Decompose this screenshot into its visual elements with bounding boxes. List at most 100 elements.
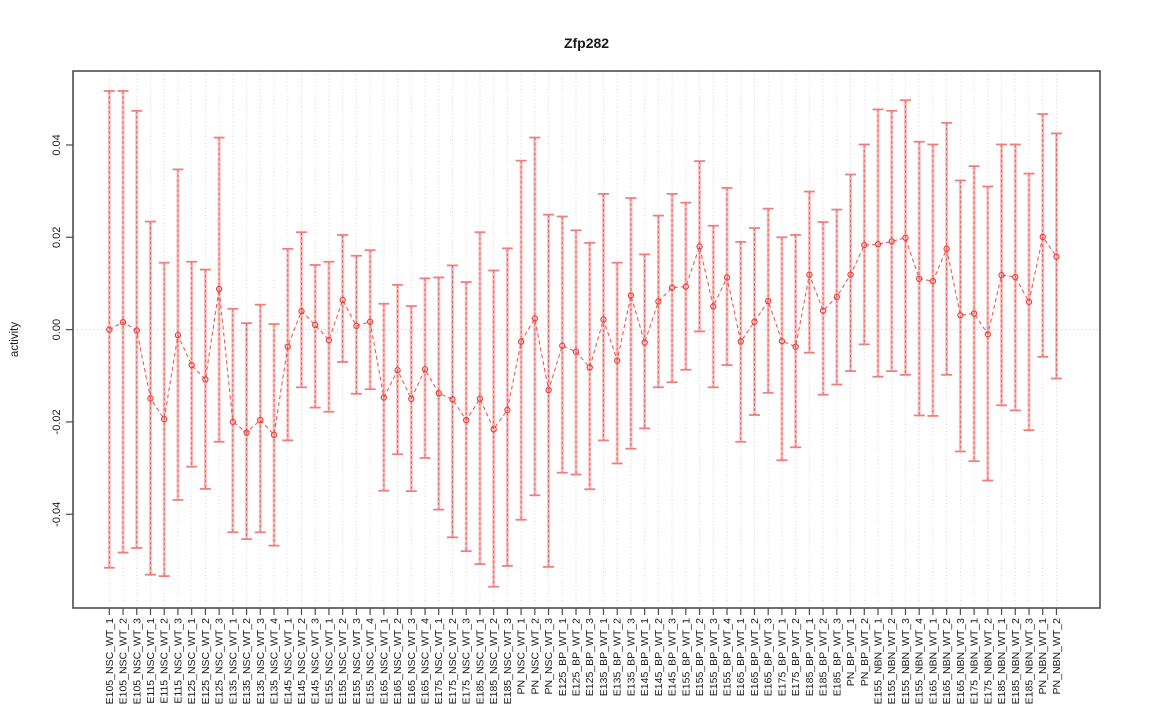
x-tick-label: E185_BP_WT_3 xyxy=(831,618,843,696)
x-tick-label: E105_NSC_WT_3 xyxy=(131,618,143,705)
x-tick-label: E155_BP_WT_2 xyxy=(694,618,706,696)
data-point xyxy=(874,241,882,248)
data-point xyxy=(531,315,539,322)
x-tick-label: PN_NBN_WT_2 xyxy=(1051,618,1063,695)
x-tick-label: E155_NBN_WT_4 xyxy=(914,618,926,705)
data-point xyxy=(284,343,291,350)
data-point xyxy=(572,348,580,355)
data-point xyxy=(682,283,690,290)
data-point xyxy=(833,293,841,301)
x-tick-label: PN_BP_WT_2 xyxy=(859,618,871,686)
data-point xyxy=(161,415,168,423)
data-point xyxy=(463,416,470,424)
gridlines xyxy=(108,71,1057,608)
data-point xyxy=(764,297,772,305)
x-tick-label: E165_NBN_WT_2 xyxy=(941,618,953,705)
data-point xyxy=(298,307,305,315)
x-tick-label: E165_NSC_WT_4 xyxy=(420,618,432,705)
plot-frame xyxy=(72,70,1101,609)
x-tick-label: E105_NSC_WT_1 xyxy=(104,618,116,705)
data-point xyxy=(545,386,552,394)
chart-title: Zfp282 xyxy=(564,35,609,51)
data-point xyxy=(998,271,1005,279)
x-tick-label: E145_BP_WT_3 xyxy=(667,618,679,696)
x-tick-label: E175_NSC_WT_1 xyxy=(433,618,445,705)
x-tick-label: E165_NSC_WT_1 xyxy=(378,618,390,705)
data-point xyxy=(257,416,264,424)
x-tick-label: E165_NSC_WT_2 xyxy=(392,618,404,705)
data-point xyxy=(586,364,593,371)
data-point xyxy=(1053,253,1060,260)
data-point xyxy=(641,339,648,346)
data-point xyxy=(504,406,511,414)
data-point xyxy=(902,234,909,241)
x-tick-label: E185_NSC_WT_3 xyxy=(502,618,514,705)
data-point xyxy=(353,322,360,330)
x-tick-label: E155_BP_WT_3 xyxy=(708,618,720,696)
data-point xyxy=(1039,233,1046,241)
data-point xyxy=(312,321,319,329)
y-tick-label: 0.02 xyxy=(51,227,63,248)
x-tick-label: E165_BP_WT_2 xyxy=(749,618,761,696)
x-tick-label: E155_NSC_WT_1 xyxy=(323,618,335,705)
data-point xyxy=(888,238,895,245)
data-point xyxy=(147,395,154,402)
x-tick-label: E155_NSC_WT_2 xyxy=(337,618,349,705)
data-point xyxy=(792,343,799,350)
x-tick-label: PN_NSC_WT_1 xyxy=(516,618,528,695)
data-point xyxy=(970,310,978,317)
x-tick-label: E175_BP_WT_2 xyxy=(790,618,802,696)
x-tick-label: E135_NSC_WT_1 xyxy=(227,618,239,705)
x-tick-label: PN_BP_WT_1 xyxy=(845,618,857,686)
x-tick-label: E165_NBN_WT_1 xyxy=(927,618,939,705)
data-point xyxy=(408,395,415,403)
x-tick-label: PN_NSC_WT_2 xyxy=(529,618,541,695)
data-point xyxy=(696,243,703,250)
data-point xyxy=(559,342,566,349)
data-point xyxy=(188,361,195,369)
data-point xyxy=(215,285,223,293)
x-tick-label: E135_NSC_WT_4 xyxy=(269,618,281,705)
series-line xyxy=(109,235,1057,437)
y-tick-label: -0.02 xyxy=(51,409,63,434)
data-point xyxy=(517,338,525,345)
data-point xyxy=(243,429,250,436)
data-point xyxy=(847,271,854,278)
data-point xyxy=(710,303,717,310)
data-point xyxy=(806,271,813,278)
x-tick-label: E135_BP_WT_1 xyxy=(598,618,610,696)
data-point xyxy=(915,275,923,283)
x-tick-label: E185_NSC_WT_1 xyxy=(474,618,486,705)
x-tick-label: E175_NSC_WT_2 xyxy=(447,618,459,705)
x-tick-label: E135_BP_WT_3 xyxy=(625,618,637,696)
data-point xyxy=(655,298,662,305)
data-point xyxy=(202,376,209,383)
x-tick-label: E155_BP_WT_1 xyxy=(680,618,692,696)
data-point xyxy=(119,319,127,326)
x-tick-label: E175_NBN_WT_1 xyxy=(969,618,981,705)
x-tick-label: E145_BP_WT_1 xyxy=(639,618,651,696)
data-point xyxy=(270,431,278,439)
data-point xyxy=(325,337,333,344)
x-tick-label: E165_BP_WT_3 xyxy=(763,618,775,696)
x-tick-label: E165_NSC_WT_3 xyxy=(406,618,418,705)
data-point xyxy=(957,312,964,319)
data-point xyxy=(943,245,950,253)
x-tick-label: E155_NBN_WT_2 xyxy=(886,618,898,705)
data-point xyxy=(449,396,456,403)
x-tick-label: E105_NSC_WT_2 xyxy=(118,618,130,705)
data-point xyxy=(861,241,868,249)
data-point xyxy=(435,390,442,397)
x-tick-label: E155_NBN_WT_1 xyxy=(873,618,885,705)
y-axis-title: activity xyxy=(9,322,21,357)
y-tick-label: 0.00 xyxy=(51,319,63,340)
y-tick-label: 0.04 xyxy=(51,134,63,155)
data-point xyxy=(133,327,140,334)
x-tick-label: E175_NBN_WT_2 xyxy=(982,618,994,705)
y-axis-labels: -0.04 -0.02 0.00 0.02 0.04 xyxy=(51,134,63,527)
x-tick-label: E125_BP_WT_1 xyxy=(557,618,569,696)
x-tick-label: E125_NSC_WT_3 xyxy=(214,618,226,705)
x-tick-label: E185_NBN_WT_2 xyxy=(1010,618,1022,705)
